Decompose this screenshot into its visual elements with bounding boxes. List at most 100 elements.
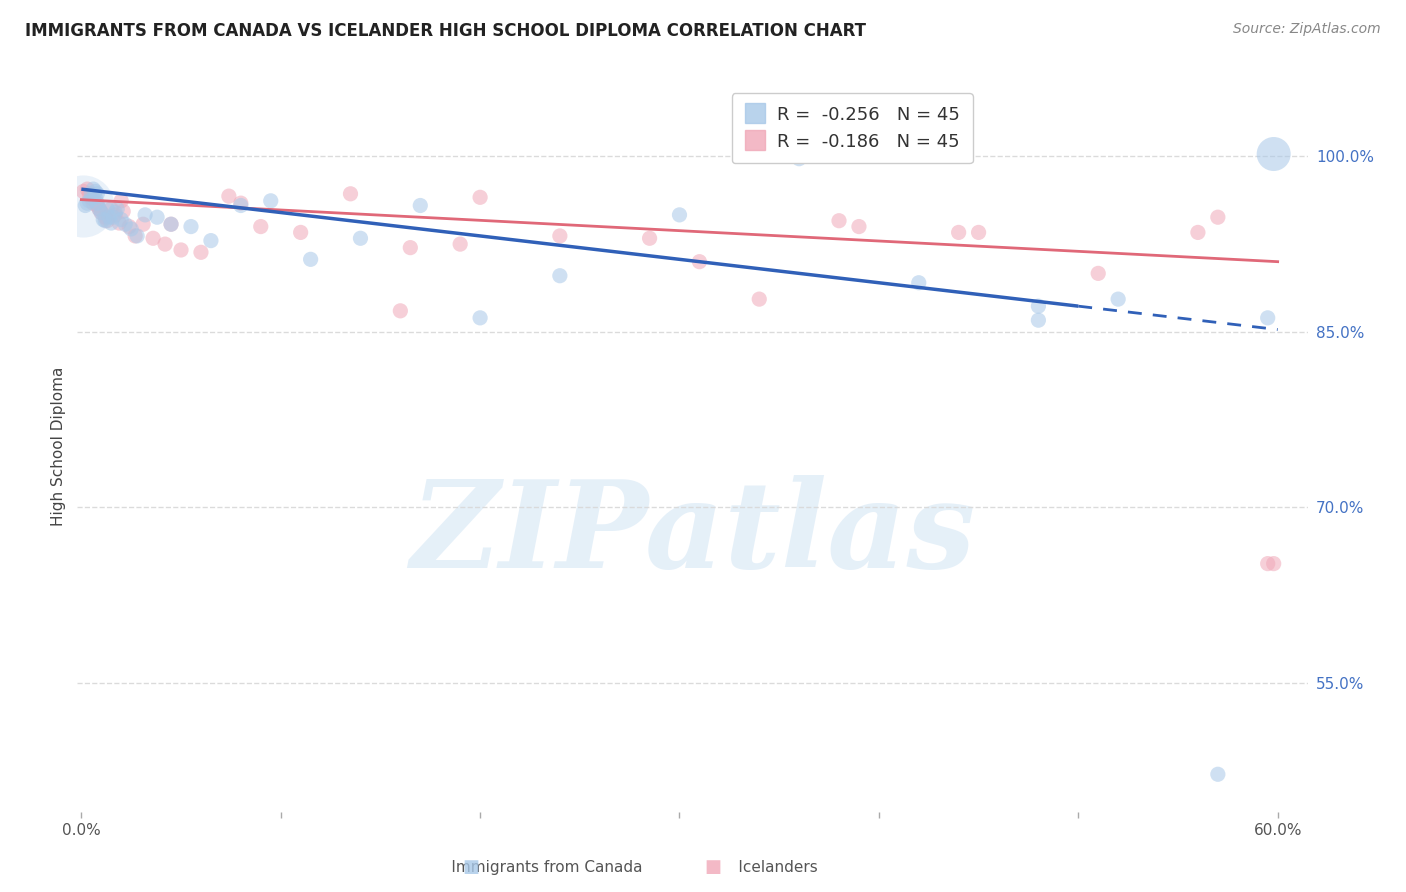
Point xyxy=(160,217,183,231)
Point xyxy=(1187,226,1209,240)
Point xyxy=(105,202,128,216)
Point xyxy=(72,185,94,199)
Point xyxy=(82,192,104,206)
Point xyxy=(1028,299,1050,313)
Text: ■: ■ xyxy=(704,858,721,876)
Point xyxy=(249,219,271,234)
Point xyxy=(389,303,412,318)
Point xyxy=(1263,147,1285,161)
Point xyxy=(668,208,690,222)
Point xyxy=(1257,557,1279,571)
Point xyxy=(146,211,169,225)
Point xyxy=(89,202,111,216)
Point xyxy=(91,212,114,227)
Text: ■: ■ xyxy=(463,858,479,876)
Point xyxy=(110,212,132,227)
Point xyxy=(160,217,183,231)
Point xyxy=(1107,292,1129,306)
Point xyxy=(548,268,571,283)
Point xyxy=(1257,310,1279,325)
Text: Icelanders: Icelanders xyxy=(714,860,818,874)
Point xyxy=(76,196,98,211)
Point xyxy=(84,185,107,199)
Point xyxy=(948,226,970,240)
Point xyxy=(80,186,103,201)
Point xyxy=(90,205,112,219)
Point xyxy=(79,186,101,201)
Point xyxy=(180,219,202,234)
Point xyxy=(96,213,118,227)
Point xyxy=(100,216,122,230)
Point xyxy=(349,231,371,245)
Text: ZIPatlas: ZIPatlas xyxy=(409,475,976,593)
Point xyxy=(124,228,146,243)
Point xyxy=(127,228,149,243)
Point xyxy=(90,205,112,219)
Point xyxy=(218,189,240,203)
Point xyxy=(120,222,142,236)
Point xyxy=(399,241,422,255)
Point xyxy=(548,228,571,243)
Point xyxy=(409,198,432,212)
Point xyxy=(80,192,103,206)
Point xyxy=(468,310,491,325)
Point xyxy=(200,234,222,248)
Legend: R =  -0.256   N = 45, R =  -0.186   N = 45: R = -0.256 N = 45, R = -0.186 N = 45 xyxy=(733,93,973,163)
Text: IMMIGRANTS FROM CANADA VS ICELANDER HIGH SCHOOL DIPLOMA CORRELATION CHART: IMMIGRANTS FROM CANADA VS ICELANDER HIGH… xyxy=(25,22,866,40)
Point xyxy=(1028,313,1050,327)
Point xyxy=(142,231,165,245)
Point xyxy=(153,237,176,252)
Point xyxy=(82,182,104,196)
Point xyxy=(82,196,104,211)
Point xyxy=(229,198,252,212)
Point xyxy=(94,211,117,225)
Point xyxy=(108,216,131,230)
Text: Immigrants from Canada: Immigrants from Canada xyxy=(426,860,643,874)
Point xyxy=(170,243,193,257)
Y-axis label: High School Diploma: High School Diploma xyxy=(51,367,66,525)
Point xyxy=(449,237,471,252)
Point xyxy=(290,226,312,240)
Point xyxy=(86,186,108,201)
Point xyxy=(468,190,491,204)
Point xyxy=(748,292,770,306)
Point xyxy=(134,208,156,222)
Point xyxy=(118,219,141,234)
Point xyxy=(229,196,252,211)
Point xyxy=(848,219,870,234)
Point xyxy=(132,217,155,231)
Point xyxy=(1263,557,1285,571)
Point xyxy=(787,152,810,166)
Point xyxy=(100,202,122,216)
Point xyxy=(75,198,97,212)
Point xyxy=(96,202,118,216)
Text: Source: ZipAtlas.com: Source: ZipAtlas.com xyxy=(1233,22,1381,37)
Point xyxy=(84,190,107,204)
Point xyxy=(112,204,135,219)
Point xyxy=(638,231,661,245)
Point xyxy=(260,194,283,208)
Point xyxy=(94,213,117,227)
Point xyxy=(967,226,990,240)
Point xyxy=(299,252,322,267)
Point xyxy=(114,217,136,231)
Point xyxy=(190,245,212,260)
Point xyxy=(103,211,125,225)
Point xyxy=(1206,211,1229,225)
Point xyxy=(86,198,108,212)
Point xyxy=(828,213,851,227)
Point xyxy=(339,186,361,201)
Point xyxy=(104,208,127,222)
Point xyxy=(688,254,710,268)
Point xyxy=(76,182,98,196)
Point xyxy=(104,205,127,219)
Point xyxy=(1206,767,1229,781)
Point xyxy=(98,211,121,225)
Point xyxy=(907,276,929,290)
Point xyxy=(72,198,94,212)
Point xyxy=(110,194,132,208)
Point xyxy=(86,196,108,211)
Point xyxy=(79,194,101,208)
Point xyxy=(89,202,111,216)
Point xyxy=(1087,266,1109,280)
